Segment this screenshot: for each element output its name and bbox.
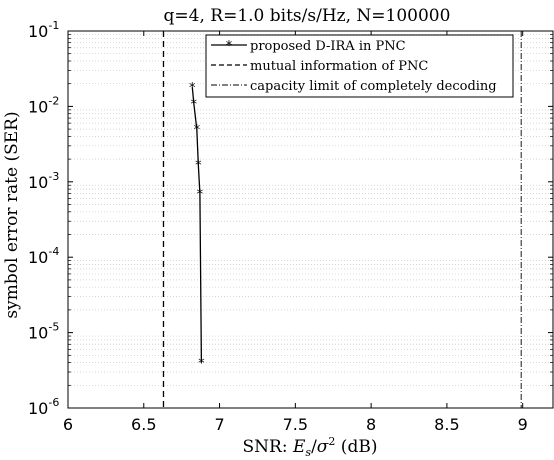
y-tick-label: 10-2 bbox=[28, 94, 59, 116]
legend-marker-proposed: * bbox=[226, 39, 233, 54]
x-tick-label: 6.5 bbox=[131, 415, 156, 434]
y-tick-label: 10-5 bbox=[28, 321, 59, 343]
x-tick-label: 8.5 bbox=[434, 415, 459, 434]
legend-box bbox=[205, 34, 514, 98]
x-tick-label: 6 bbox=[63, 415, 73, 434]
chart-title: q=4, R=1.0 bits/s/Hz, N=100000 bbox=[164, 6, 451, 26]
data-point-proposed: * bbox=[195, 158, 202, 173]
data-point-proposed: * bbox=[191, 97, 198, 112]
data-point-proposed: * bbox=[197, 187, 204, 202]
x-label-sub-s: s bbox=[305, 446, 311, 459]
legend-label-mutual: mutual information of PNC bbox=[250, 59, 428, 74]
x-label-sup-2: 2 bbox=[328, 435, 335, 448]
data-point-proposed: * bbox=[198, 357, 205, 372]
x-tick-label: 7.5 bbox=[283, 415, 308, 434]
legend: * proposed D-IRA in PNC mutual informati… bbox=[205, 34, 514, 98]
x-label-slash: / bbox=[311, 437, 317, 457]
x-label-sigma: σ bbox=[317, 437, 329, 457]
data-point-proposed: * bbox=[189, 81, 196, 96]
x-tick-label: 8 bbox=[366, 415, 376, 434]
y-tick-label: 10-4 bbox=[28, 245, 59, 267]
axis-ticks: 6 6.5 7 7.5 8 8.5 9 10-6 10-5 10-4 10-3 10-2 10-1 bbox=[28, 19, 553, 434]
series-line-proposed bbox=[191, 87, 203, 363]
axes-box bbox=[67, 30, 554, 409]
legend-label-proposed: proposed D-IRA in PNC bbox=[250, 39, 406, 54]
series-layer: ****** bbox=[162, 31, 522, 408]
x-label-suffix: (dB) bbox=[335, 437, 377, 457]
x-tick-label: 9 bbox=[518, 415, 528, 434]
legend-label-capacity: capacity limit of completely decoding bbox=[250, 79, 497, 94]
data-point-proposed: * bbox=[194, 123, 201, 138]
y-tick-label: 10-3 bbox=[28, 170, 59, 192]
y-tick-label: 10-6 bbox=[28, 396, 59, 418]
x-label-prefix: SNR: bbox=[243, 437, 293, 457]
x-axis-label: SNR: Es/σ2 (dB) bbox=[243, 435, 378, 459]
x-tick-label: 7 bbox=[214, 415, 224, 434]
y-axis-label: symbol error rate (SER) bbox=[2, 111, 22, 318]
y-tick-label: 10-1 bbox=[28, 19, 59, 41]
x-label-E: E bbox=[292, 437, 306, 457]
